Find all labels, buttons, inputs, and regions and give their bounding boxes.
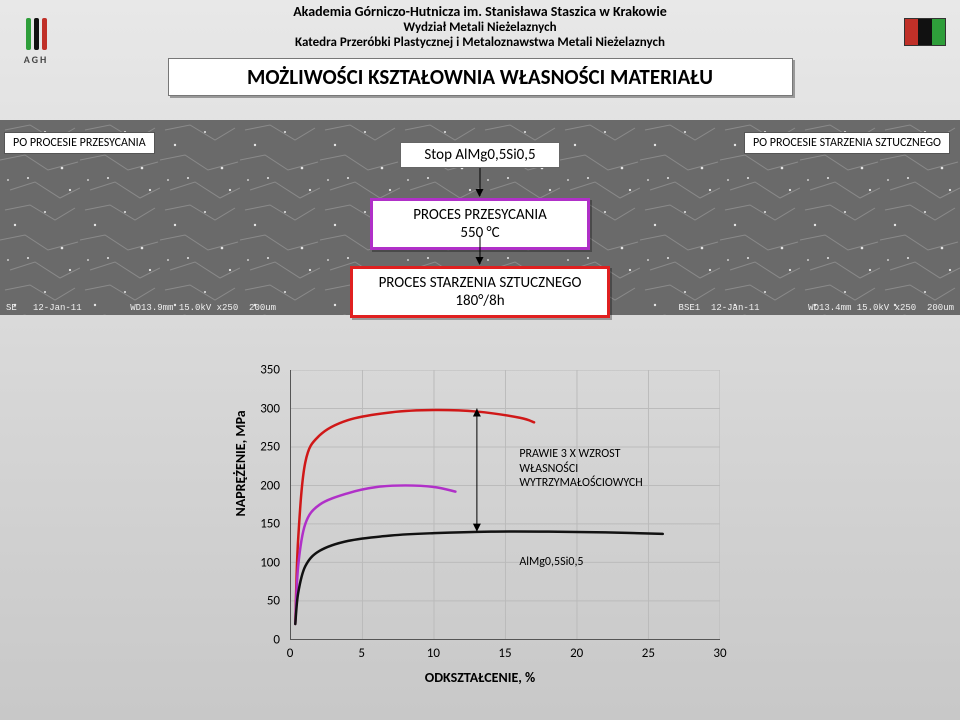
annot-growth: PRAWIE 3 X WZROSTWŁASNOŚCIWYTRZYMAŁOŚCIO… [519, 447, 642, 490]
ytick: 300 [220, 401, 280, 416]
ytick: 100 [220, 555, 280, 570]
box-starz-l1: PROCES STARZENIA SZTUCZNEGO [353, 274, 607, 292]
ytick: 0 [220, 633, 280, 648]
chart-plot-area [290, 370, 720, 640]
ytick: 150 [220, 517, 280, 532]
xtick: 15 [498, 646, 511, 661]
label-po-przesycania: PO PROCESIE PRZESYCANIA [4, 132, 155, 154]
xtick: 5 [358, 646, 365, 661]
ytick: 350 [220, 363, 280, 378]
faculty-name: Wydział Metali Nieżelaznych [0, 20, 960, 35]
xtick: 25 [642, 646, 655, 661]
box-przes-l1: PROCES PRZESYCANIA [373, 206, 587, 224]
chart-ylabel: NAPRĘŻENIE, MPa [232, 410, 249, 516]
chart-svg [291, 370, 720, 639]
flag-logo [904, 18, 946, 46]
uni-name: Akademia Górniczo-Hutnicza im. Stanisław… [0, 3, 960, 20]
chart-xlabel: ODKSZTAŁCENIE, % [425, 669, 536, 686]
stress-strain-chart: NAPRĘŻENIE, MPa ODKSZTAŁCENIE, % 0501001… [220, 360, 740, 690]
xtick: 30 [713, 646, 726, 661]
header: Akademia Górniczo-Hutnicza im. Stanisław… [0, 0, 960, 52]
ytick: 200 [220, 478, 280, 493]
arrow-1 [480, 168, 481, 196]
agh-logo-text: AGH [14, 53, 58, 66]
label-po-starzenia: PO PROCESIE STARZENIA SZTUCZNEGO [744, 132, 950, 154]
dept-name: Katedra Przeróbki Plastycznej i Metalozn… [0, 35, 960, 50]
xtick: 0 [287, 646, 294, 661]
box-proces-starzenia: PROCES STARZENIA SZTUCZNEGO 180°/8h [350, 266, 610, 318]
sem-caption-left: SE 12-Jan-11 WD13.9mm 15.0kV x250 200um [6, 303, 276, 313]
box-starz-l2: 180°/8h [353, 292, 607, 310]
agh-logo: AGH [14, 18, 58, 66]
sem-caption-right: BSE1 12-Jan-11 WD13.4mm 15.0kV x250 200u… [679, 303, 954, 313]
box-stop-alloy: Stop AlMg0,5Si0,5 [400, 142, 560, 168]
annot-alloy: AlMg0,5Si0,5 [519, 555, 583, 569]
xtick: 20 [570, 646, 583, 661]
ytick: 250 [220, 440, 280, 455]
ytick: 50 [220, 594, 280, 609]
slide-title: MOŻLIWOŚCI KSZTAŁOWNIA WŁASNOŚCI MATERIA… [168, 58, 793, 96]
xtick: 10 [427, 646, 440, 661]
arrow-2 [480, 236, 481, 264]
